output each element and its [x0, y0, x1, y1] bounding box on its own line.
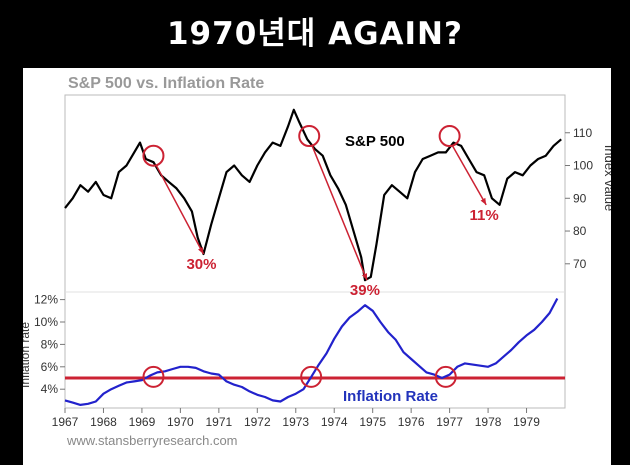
- chart-title: S&P 500 vs. Inflation Rate: [68, 75, 264, 92]
- x-tick-label: 1979: [513, 415, 540, 429]
- source-credit: www.stansberryresearch.com: [66, 433, 238, 448]
- chart: S&P 500 vs. Inflation Rate 708090100110 …: [23, 75, 611, 448]
- drawdown-arrowhead: [198, 246, 204, 254]
- x-tick-label: 1974: [321, 415, 348, 429]
- drawdown-arrow: [311, 145, 368, 281]
- x-tick-label: 1975: [359, 415, 386, 429]
- top-y-tick-label: 80: [573, 224, 587, 238]
- bottom-y-tick-label: 12%: [34, 293, 58, 307]
- top-y-tick-label: 70: [573, 257, 587, 271]
- x-tick-label: 1969: [129, 415, 156, 429]
- bottom-y-ticks: 4% 6% 8% 10% 12%: [34, 293, 65, 396]
- drawdown-arrow: [155, 165, 205, 255]
- top-y-tick-label: 110: [573, 126, 592, 140]
- x-axis-ticks: 1967 1968 1969 1970 1971 1972 1973 1974 1975 1976…: [52, 408, 540, 429]
- drawdown-label: 30%: [186, 256, 216, 273]
- x-tick-label: 1978: [475, 415, 502, 429]
- drawdown-circle: [298, 125, 321, 148]
- sp500-series-label: S&P 500: [345, 133, 405, 150]
- drawdown-label: 11%: [470, 207, 499, 224]
- drawdown-circle: [142, 144, 165, 167]
- bottom-y-tick-label: 10%: [34, 315, 58, 329]
- chart-card: S&P 500 vs. Inflation Rate 70 80 90 100 110 …: [23, 68, 611, 465]
- x-tick-label: 1976: [398, 415, 425, 429]
- x-tick-label: 1977: [436, 415, 463, 429]
- x-tick-label: 1971: [205, 415, 232, 429]
- inflation-series-label: Inflation Rate: [343, 388, 438, 405]
- top-y-tick-label: 90: [573, 191, 587, 205]
- bottom-y-tick-label: 6%: [41, 360, 59, 374]
- top-y-tick-label: 100: [573, 159, 593, 173]
- inflation-circle: [434, 365, 457, 388]
- top-y-ticks: 70 80 90 100 110: [565, 126, 593, 271]
- sp500-series-line: [64, 108, 562, 282]
- inflation-circles: [142, 365, 457, 388]
- x-tick-label: 1970: [167, 415, 194, 429]
- x-tick-label: 1968: [90, 415, 117, 429]
- page-title: 1970년대 AGAIN?: [166, 16, 463, 52]
- bottom-y-tick-label: 8%: [41, 337, 59, 351]
- bottom-y-axis-label: Inflation rate: [23, 322, 32, 388]
- drawdown-arrowhead: [361, 273, 368, 281]
- inflation-circle: [142, 365, 165, 388]
- x-tick-label: 1972: [244, 415, 271, 429]
- drawdown-annotations: 30% 39% 11%: [142, 125, 499, 299]
- x-tick-label: 1967: [52, 415, 79, 429]
- drawdown-arrowhead: [480, 197, 487, 205]
- drawdown-arrow: [451, 145, 487, 206]
- inflation-series-line: [64, 297, 559, 406]
- bottom-y-tick-label: 4%: [41, 382, 59, 396]
- x-tick-label: 1973: [282, 415, 309, 429]
- drawdown-label: 39%: [350, 282, 380, 299]
- drawdown-circle: [438, 125, 461, 148]
- plot-frame: [64, 94, 566, 409]
- inflation-circle: [300, 365, 323, 388]
- top-y-axis-label: Index value: [602, 145, 611, 212]
